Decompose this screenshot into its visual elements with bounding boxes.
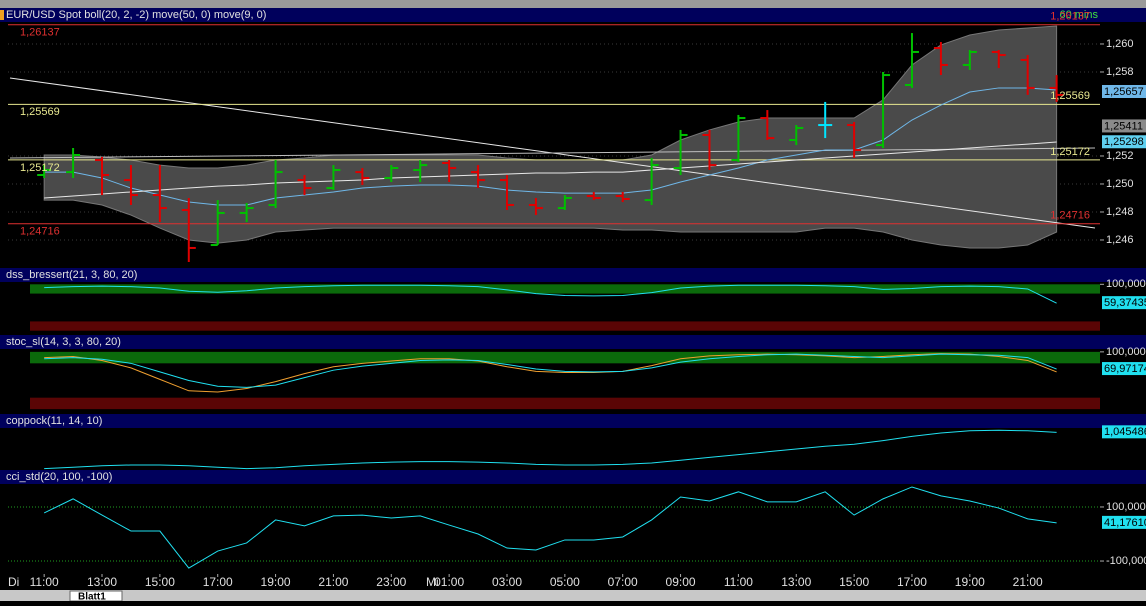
panel-title: coppock(11, 14, 10) xyxy=(6,415,102,427)
plot xyxy=(44,429,1057,470)
panel-header xyxy=(0,414,1146,428)
series-line xyxy=(44,141,1057,199)
sheet-tab-label[interactable]: Blatt1 xyxy=(78,592,106,603)
interval-label: 60 mins xyxy=(1059,9,1098,21)
x-tick-label: 01:00 xyxy=(434,575,464,589)
zone xyxy=(30,351,1100,364)
panel-header xyxy=(0,335,1146,349)
day-label: Mi xyxy=(426,575,439,589)
x-tick-label: 13:00 xyxy=(781,575,811,589)
x-tick-label: 21:00 xyxy=(318,575,348,589)
value-box-label: 1,25411 xyxy=(1104,120,1143,132)
zone xyxy=(30,397,1100,410)
value-box xyxy=(1102,85,1146,98)
panel-header xyxy=(0,8,1146,22)
series-line xyxy=(44,353,1057,388)
value-box xyxy=(1102,425,1146,439)
plot xyxy=(8,486,1100,569)
bollinger-band xyxy=(43,25,1058,249)
x-tick-label: 23:00 xyxy=(376,575,406,589)
x-tick-label: 17:00 xyxy=(203,575,233,589)
level-label: 1,24716 xyxy=(1050,210,1090,222)
y-tick-label: 1,260 xyxy=(1106,38,1134,50)
series-line xyxy=(43,486,1057,569)
level-label: 1,25172 xyxy=(1050,146,1090,158)
y-tick-label: 1,258 xyxy=(1106,66,1134,78)
window-strip xyxy=(0,0,1146,8)
panel-title: EUR/USD Spot boll(20, 2, -2) move(50, 0)… xyxy=(6,9,266,21)
y-tick-label: 100,000 xyxy=(1106,501,1146,513)
panel-title: stoc_sl(14, 3, 3, 80, 20) xyxy=(6,336,121,348)
trend-line xyxy=(9,147,1096,159)
x-tick-label: 21:00 xyxy=(1013,575,1043,589)
zone xyxy=(30,321,1100,331)
panel-header xyxy=(0,268,1146,282)
plot xyxy=(30,351,1100,410)
plot xyxy=(30,284,1100,331)
level-label: 1,25569 xyxy=(1050,90,1090,102)
panel-title: cci_std(20, 100, -100) xyxy=(6,471,112,483)
x-tick-label: 11:00 xyxy=(724,575,753,589)
value-box-label: 1,25298 xyxy=(1104,136,1144,148)
x-tick-label: 05:00 xyxy=(550,575,580,589)
value-box-label: 59,37435 xyxy=(1104,297,1146,309)
value-box-label: 41,17610 xyxy=(1104,517,1146,529)
x-tick-label: 15:00 xyxy=(145,575,175,589)
value-box-label: 69,97174 xyxy=(1104,363,1146,375)
level-label: 1,25569 xyxy=(20,106,60,118)
y-tick-label: -100,000 xyxy=(1106,555,1146,567)
x-tick-label: 19:00 xyxy=(955,575,985,589)
x-tick-label: 13:00 xyxy=(87,575,117,589)
x-tick-label: 17:00 xyxy=(897,575,927,589)
y-tick-label: 100,000 xyxy=(1106,346,1146,358)
series-line xyxy=(44,87,1057,206)
value-box-label: 1,25657 xyxy=(1104,86,1144,98)
x-tick-label: 11:00 xyxy=(30,575,59,589)
value-box-label: 1,045486 xyxy=(1104,426,1146,438)
tab-bar xyxy=(0,590,1146,601)
zone xyxy=(30,284,1100,294)
value-box xyxy=(1102,515,1146,529)
series-line xyxy=(44,429,1057,470)
value-box xyxy=(1102,135,1146,149)
y-tick-label: 1,248 xyxy=(1106,206,1134,218)
y-tick-label: 1,250 xyxy=(1106,178,1134,190)
y-tick-label: 1,246 xyxy=(1106,234,1134,246)
value-box xyxy=(1102,296,1146,310)
x-tick-label: 09:00 xyxy=(666,575,696,589)
x-tick-label: 19:00 xyxy=(261,575,291,589)
panel-header xyxy=(0,470,1146,484)
series-line xyxy=(44,353,1057,393)
x-axis-strip xyxy=(0,574,1146,590)
y-tick-label: 100,000 xyxy=(1106,278,1146,290)
panel-title: dss_bressert(21, 3, 80, 20) xyxy=(6,269,137,281)
plot xyxy=(8,24,1100,262)
value-box xyxy=(1102,119,1146,133)
level-label: 1,24716 xyxy=(20,226,60,238)
level-label: 1,26137 xyxy=(1050,11,1090,23)
series-line xyxy=(44,284,1057,304)
day-label: Di xyxy=(8,575,19,589)
x-tick-label: 07:00 xyxy=(608,575,638,589)
symbol-icon xyxy=(0,10,4,20)
y-tick-label: 1,252 xyxy=(1106,150,1134,162)
x-tick-label: 03:00 xyxy=(492,575,522,589)
level-label: 1,25172 xyxy=(20,162,60,174)
x-tick-label: 15:00 xyxy=(839,575,869,589)
value-box xyxy=(1102,362,1146,376)
level-label: 1,26137 xyxy=(20,27,60,39)
